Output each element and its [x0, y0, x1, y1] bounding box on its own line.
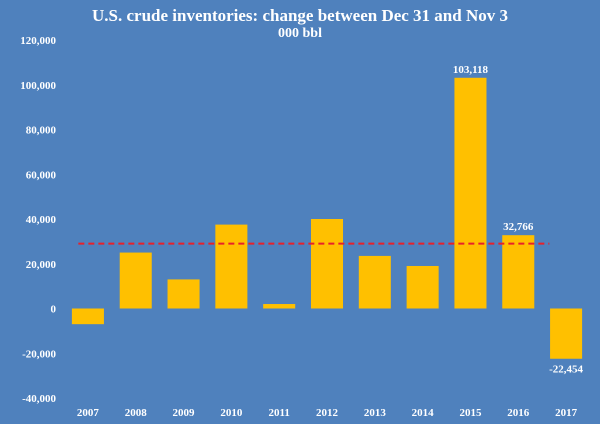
- y-tick-label: 80,000: [26, 125, 57, 137]
- bar-2013: [358, 255, 391, 309]
- bar-2007: [71, 308, 104, 325]
- x-tick-label: 2014: [412, 407, 435, 419]
- chart-title: U.S. crude inventories: change between D…: [92, 6, 508, 25]
- y-tick-label: -40,000: [22, 393, 56, 405]
- x-tick-label: 2013: [364, 407, 387, 419]
- y-tick-label: -20,000: [22, 348, 56, 360]
- x-tick-label: 2017: [555, 407, 578, 419]
- x-tick-label: 2009: [173, 407, 196, 419]
- x-tick-label: 2010: [220, 407, 243, 419]
- x-tick-label: 2016: [507, 407, 530, 419]
- x-tick-label: 2015: [459, 407, 482, 419]
- chart-subtitle: 000 bbl: [278, 26, 322, 41]
- y-tick-label: 40,000: [26, 214, 57, 226]
- y-tick-label: 120,000: [20, 35, 56, 47]
- x-tick-label: 2011: [268, 407, 289, 419]
- data-label-2015: 103,118: [453, 64, 489, 76]
- data-label-2017: -22,454: [549, 364, 583, 376]
- y-tick-label: 60,000: [26, 169, 57, 181]
- y-tick-label: 20,000: [26, 259, 57, 271]
- bar-2012: [310, 219, 344, 309]
- bar-2009: [167, 279, 200, 309]
- bar-2008: [119, 252, 152, 309]
- x-tick-label: 2012: [316, 407, 339, 419]
- bar-2010: [215, 224, 248, 309]
- bar-2011: [263, 304, 296, 309]
- bar-2014: [406, 265, 439, 309]
- data-label-2016: 32,766: [503, 221, 534, 233]
- y-tick-label: 100,000: [20, 80, 56, 92]
- bar-2016: [502, 235, 535, 309]
- bar-2017: [550, 308, 583, 359]
- x-tick-label: 2008: [125, 407, 148, 419]
- x-tick-label: 2007: [77, 407, 100, 419]
- bar-2015: [454, 77, 487, 309]
- y-tick-label: 0: [51, 304, 57, 316]
